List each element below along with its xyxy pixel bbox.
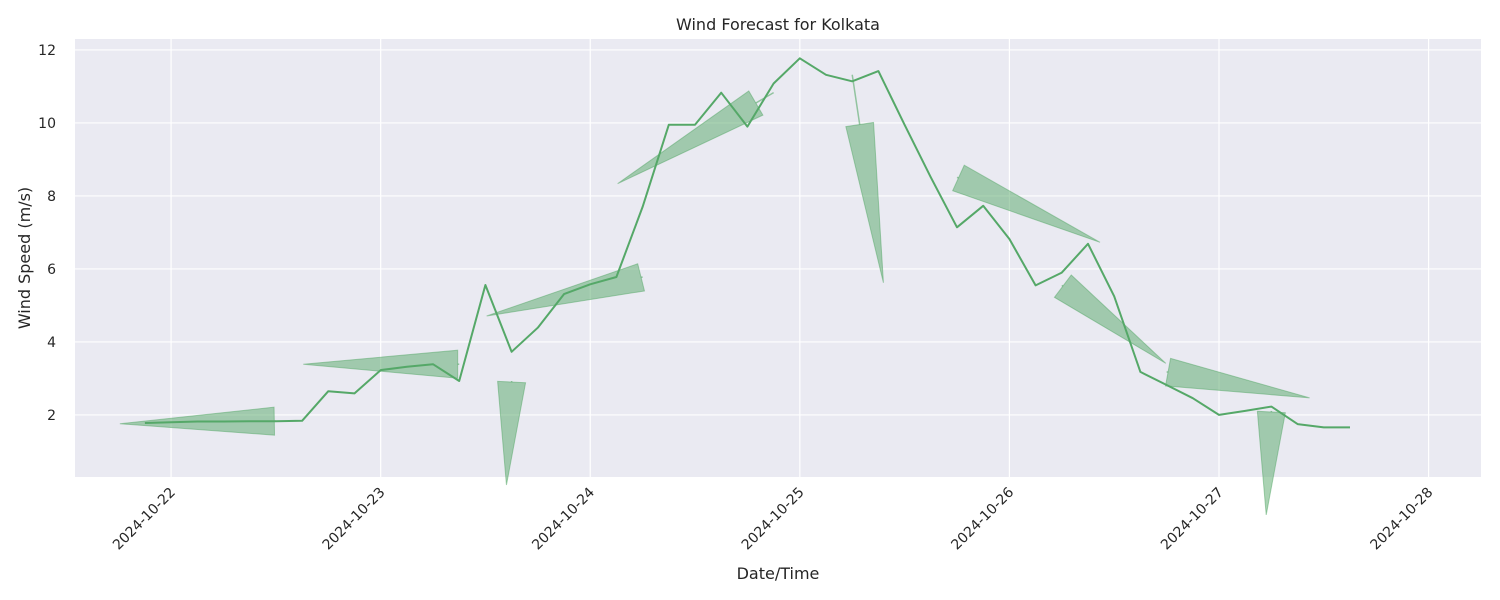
x-tick-label: 2024-10-25 (739, 485, 808, 554)
x-tick-label: 2024-10-28 (1368, 485, 1437, 554)
wind-arrow-head (617, 90, 764, 185)
plot-area: 2024-10-22 2024-10-23 2024-10-24 2024-10-25… (38, 39, 1481, 553)
y-tick-label: 8 (47, 189, 56, 205)
wind-arrow-head (951, 164, 1101, 243)
x-tick-label: 2024-10-22 (110, 485, 179, 554)
plot-background (75, 39, 1481, 477)
x-axis-label: Date/Time (737, 564, 820, 583)
y-axis-label: Wind Speed (m/s) (15, 187, 34, 329)
y-tick-label: 10 (38, 116, 56, 132)
x-tick-label: 2024-10-24 (529, 484, 598, 553)
wind-arrow-head (497, 380, 527, 486)
wind-arrow-head (1053, 274, 1167, 364)
y-tick-label: 6 (47, 262, 56, 278)
wind-arrow-head (1164, 357, 1310, 399)
wind-arrow-head (486, 263, 646, 317)
x-tick-label: 2024-10-27 (1158, 485, 1227, 554)
x-tick-label: 2024-10-26 (948, 484, 1017, 553)
wind-arrow-shaft (851, 74, 861, 125)
y-tick-label: 4 (47, 335, 56, 351)
x-tick-label: 2024-10-23 (320, 485, 389, 554)
chart-title: Wind Forecast for Kolkata (676, 15, 880, 34)
wind-arrow-head (845, 121, 884, 283)
y-tick-label: 12 (38, 43, 56, 59)
y-tick-label: 2 (47, 408, 56, 424)
wind-arrow-head (1256, 410, 1286, 516)
wind-speed-line (144, 57, 1350, 429)
